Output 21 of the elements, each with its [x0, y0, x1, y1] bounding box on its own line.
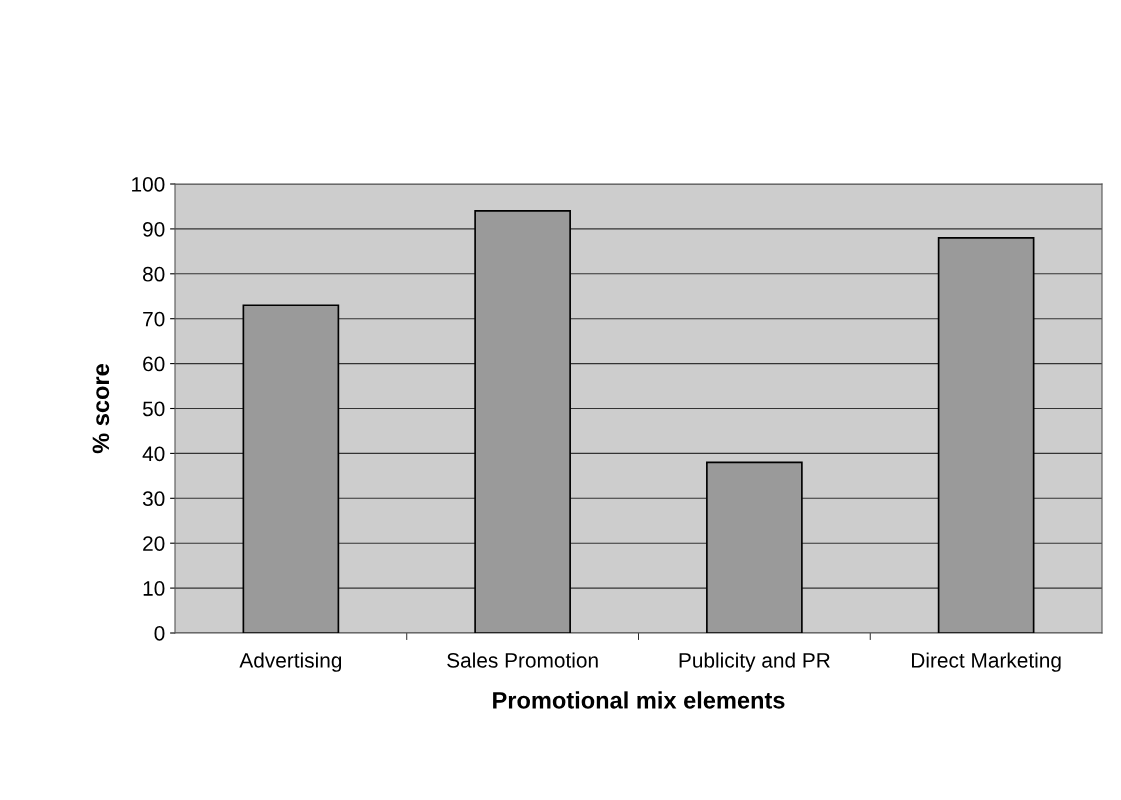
y-tick-label: 20	[143, 536, 165, 551]
bar	[706, 461, 803, 633]
bar	[242, 304, 340, 633]
x-axis-title: Promotional mix elements	[493, 691, 785, 709]
x-tick-label: Publicity and PR	[679, 652, 830, 672]
y-tick-label: 50	[142, 401, 165, 417]
x-tick-label: Direct Marketing	[912, 652, 1061, 672]
y-tick-label: 30	[142, 491, 165, 507]
y-tick-label: 0	[154, 626, 165, 641]
y-axis-title: % score	[92, 364, 110, 454]
bar	[474, 210, 571, 633]
bar	[937, 237, 1035, 633]
y-tick-label: 90	[143, 221, 165, 237]
x-tick-label: Sales Promotion	[447, 652, 598, 668]
y-tick-label: 40	[142, 446, 165, 462]
y-tick-label: 70	[143, 311, 165, 327]
y-tick-label: 100	[132, 177, 165, 192]
x-tick-label: Advertising	[239, 652, 342, 672]
y-tick-label: 60	[143, 356, 165, 372]
y-tick-label: 10	[143, 581, 165, 596]
y-tick-label: 80	[143, 266, 165, 282]
